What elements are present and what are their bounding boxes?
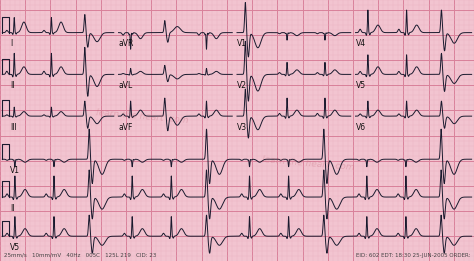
Text: EID: 602 EDT: 18:30 25-JUN-2005 ORDER:: EID: 602 EDT: 18:30 25-JUN-2005 ORDER: xyxy=(356,253,470,258)
Text: V1: V1 xyxy=(10,166,20,175)
Text: learn the heart .com: learn the heart .com xyxy=(262,155,355,172)
Text: V5: V5 xyxy=(356,81,365,90)
Text: V1: V1 xyxy=(237,39,247,48)
Text: V6: V6 xyxy=(356,123,365,132)
Text: V2: V2 xyxy=(237,81,247,90)
Text: learn the heart .com: learn the heart .com xyxy=(96,108,189,125)
Text: I: I xyxy=(10,39,12,48)
Text: II: II xyxy=(10,81,14,90)
Text: II: II xyxy=(10,204,14,213)
Text: aVR: aVR xyxy=(118,39,134,48)
Text: III: III xyxy=(10,123,17,132)
Text: V4: V4 xyxy=(356,39,365,48)
Text: V3: V3 xyxy=(237,123,247,132)
Text: aVF: aVF xyxy=(118,123,133,132)
Text: 25mm/s   10mm/mV   40Hz   005C   125L 219   CID: 23: 25mm/s 10mm/mV 40Hz 005C 125L 219 CID: 2… xyxy=(4,253,156,258)
Text: V5: V5 xyxy=(10,243,20,252)
Text: aVL: aVL xyxy=(118,81,133,90)
